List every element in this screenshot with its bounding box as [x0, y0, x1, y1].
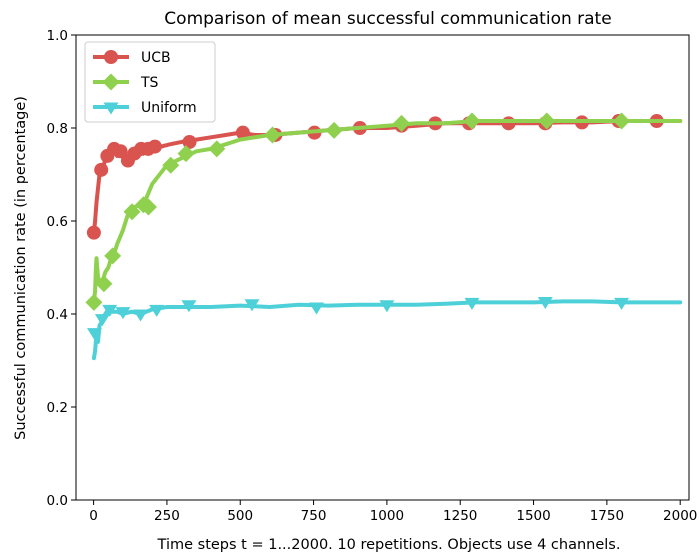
data-point — [85, 293, 103, 311]
data-point — [86, 225, 101, 240]
legend-label: UCB — [141, 50, 171, 66]
data-point — [464, 297, 480, 310]
y-tick-label: 0.2 — [47, 400, 68, 416]
x-tick-label: 500 — [227, 508, 253, 524]
y-tick-label: 1.0 — [47, 28, 68, 44]
data-point — [244, 299, 260, 312]
series-uniform — [86, 296, 683, 361]
data-point — [208, 140, 226, 158]
x-tick-label: 1000 — [370, 508, 404, 524]
data-point — [139, 198, 157, 216]
data-point — [95, 275, 113, 293]
legend: UCB TS Uniform — [84, 41, 216, 123]
data-point — [115, 307, 131, 320]
x-tick-label: 1250 — [443, 508, 477, 524]
legend-marker — [103, 102, 119, 115]
data-point — [104, 247, 122, 265]
series-ts — [85, 112, 683, 311]
legend-marker — [104, 50, 118, 64]
data-point — [94, 314, 110, 327]
legend-label: TS — [140, 75, 159, 91]
data-point — [235, 125, 250, 140]
axes: 0 250 500 750 1000 1250 1500 1750 2000 0.0 0.2 0.4 0… — [47, 28, 698, 524]
x-tick-label: 0 — [89, 508, 98, 524]
plot-area — [85, 112, 683, 361]
data-point — [264, 126, 282, 144]
data-point — [147, 139, 162, 154]
legend-box — [84, 41, 216, 123]
y-axis-label: Successful communication rate (in percen… — [13, 96, 29, 440]
y-tick-label: 0.8 — [47, 121, 68, 137]
legend-item-ucb: UCB — [93, 50, 171, 66]
data-point — [538, 112, 556, 130]
x-tick-label: 1500 — [516, 508, 550, 524]
data-point — [86, 328, 102, 341]
data-point — [613, 112, 631, 130]
y-tick-label: 0.0 — [47, 493, 68, 509]
y-tick-label: 0.4 — [47, 307, 68, 323]
series-ucb — [86, 114, 683, 240]
data-point — [133, 309, 149, 322]
data-point — [181, 300, 197, 313]
legend-marker — [102, 73, 120, 91]
legend-item-ts: TS — [93, 73, 159, 91]
data-point — [149, 304, 165, 317]
data-point — [94, 162, 109, 177]
data-point — [463, 112, 481, 130]
legend-label: Uniform — [141, 100, 197, 116]
data-point — [177, 145, 195, 163]
legend-item-uniform: Uniform — [93, 100, 197, 116]
x-tick-label: 1750 — [590, 508, 624, 524]
chart-title: Comparison of mean successful communicat… — [164, 9, 611, 29]
data-point — [309, 302, 325, 315]
data-point — [379, 300, 395, 313]
series-line-ts — [91, 119, 683, 305]
data-point — [102, 304, 118, 317]
x-tick-label: 250 — [154, 508, 180, 524]
x-tick-label: 750 — [301, 508, 327, 524]
data-point — [537, 296, 553, 309]
y-tick-label: 0.6 — [47, 214, 68, 230]
data-point — [501, 116, 516, 131]
series-line-ucb — [91, 119, 683, 235]
axes-frame — [75, 34, 690, 501]
data-point — [614, 297, 630, 310]
data-point — [325, 121, 343, 139]
x-tick-label: 2000 — [663, 508, 697, 524]
data-point — [393, 114, 411, 132]
data-point — [123, 203, 141, 221]
data-point — [162, 156, 180, 174]
x-axis-label: Time steps t = 1...2000. 10 repetitions.… — [157, 537, 621, 553]
